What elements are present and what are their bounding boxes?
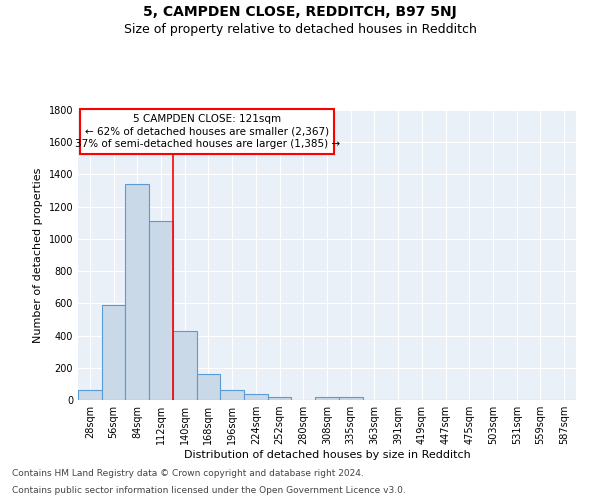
Bar [268,397,292,400]
Bar [125,184,149,400]
Bar [315,397,339,400]
Bar [339,397,362,400]
Text: 5, CAMPDEN CLOSE, REDDITCH, B97 5NJ: 5, CAMPDEN CLOSE, REDDITCH, B97 5NJ [143,5,457,19]
Bar [244,394,268,400]
Text: Contains HM Land Registry data © Crown copyright and database right 2024.: Contains HM Land Registry data © Crown c… [12,468,364,477]
Text: Distribution of detached houses by size in Redditch: Distribution of detached houses by size … [184,450,470,460]
Bar [173,330,197,400]
Y-axis label: Number of detached properties: Number of detached properties [33,168,43,342]
Bar [197,374,220,400]
Text: 5 CAMPDEN CLOSE: 121sqm: 5 CAMPDEN CLOSE: 121sqm [133,114,281,124]
Bar [220,390,244,400]
Text: ← 62% of detached houses are smaller (2,367): ← 62% of detached houses are smaller (2,… [85,127,329,137]
Text: Contains public sector information licensed under the Open Government Licence v3: Contains public sector information licen… [12,486,406,495]
Bar [78,390,102,400]
Text: 37% of semi-detached houses are larger (1,385) →: 37% of semi-detached houses are larger (… [75,140,340,149]
FancyBboxPatch shape [80,108,334,154]
Bar [149,221,173,400]
Bar [102,305,125,400]
Text: Size of property relative to detached houses in Redditch: Size of property relative to detached ho… [124,22,476,36]
